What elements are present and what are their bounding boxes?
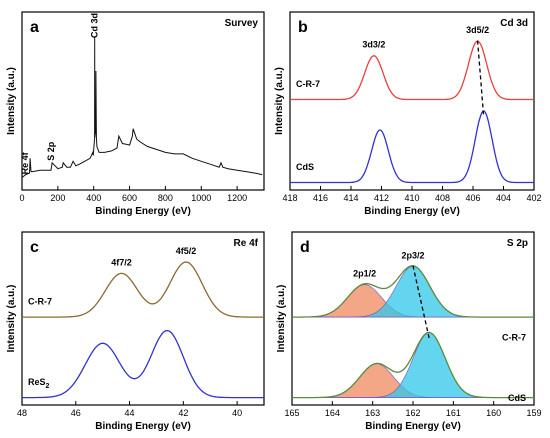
- series-label: CdS: [296, 162, 314, 172]
- series-label: C-R-7: [296, 79, 320, 89]
- series-label: C-R-7: [502, 333, 526, 343]
- panel-title: Cd 3d: [500, 18, 528, 29]
- panel-d: 165 164 163 162 161 160 159 Binding Energy (eV)…: [276, 231, 542, 432]
- panel-a: 0 200 400 600 800 1000 1200 Binding Energy (eV)…: [6, 11, 265, 217]
- panel-letter: d: [300, 239, 310, 256]
- panel-title: Re 4f: [234, 238, 259, 249]
- peak-label: 3d5/2: [466, 25, 489, 35]
- panel-b: 418 416 414 412 410 408 406 404 402 Binding Energ…: [274, 11, 542, 217]
- plot-frame: [21, 231, 265, 406]
- panel-letter: b: [298, 19, 308, 36]
- y-axis-label: Intensity (a.u.): [6, 285, 17, 353]
- series-line-1: [290, 40, 534, 101]
- x-tick-label: 0: [19, 193, 24, 203]
- x-axis-label: Binding Energy (eV): [95, 421, 191, 432]
- component-peak-2: [292, 265, 534, 318]
- series-line-1: [22, 261, 264, 318]
- x-tick-label: 402: [526, 193, 541, 203]
- peak-label-s2p: S 2p: [46, 141, 56, 161]
- x-tick-label: 418: [282, 193, 297, 203]
- panel-letter: a: [30, 19, 39, 36]
- shift-guide-line: [476, 40, 485, 117]
- x-tick-label: 404: [496, 193, 511, 203]
- x-tick-label: 161: [446, 408, 461, 418]
- peak-label-cd3d: Cd 3d: [90, 13, 100, 38]
- y-axis-label: Intensity (a.u.): [276, 285, 287, 353]
- peak-label: 2p3/2: [401, 250, 424, 260]
- y-axis-label: Intensity (a.u.): [274, 67, 285, 135]
- series-label: C-R-7: [28, 297, 52, 307]
- component-peak-2: [292, 332, 534, 398]
- panel-title: S 2p: [507, 238, 528, 249]
- x-axis-label: Binding Energy (eV): [95, 206, 191, 217]
- series-line-2: [292, 331, 534, 399]
- x-tick-label: 48: [17, 408, 27, 418]
- panel-title: Survey: [225, 18, 259, 29]
- series-line-2: [22, 329, 264, 399]
- series-label: CdS: [508, 393, 526, 403]
- x-tick-label: 416: [313, 193, 328, 203]
- x-tick-label: 1000: [191, 193, 211, 203]
- x-tick-label: 600: [122, 193, 137, 203]
- peak-label: 4f7/2: [111, 257, 132, 267]
- x-tick-label: 165: [284, 408, 299, 418]
- plot-frame: [21, 11, 265, 191]
- x-tick-label: 162: [405, 408, 420, 418]
- x-tick-label: 800: [158, 193, 173, 203]
- x-axis-label: Binding Energy (eV): [365, 421, 461, 432]
- x-tick-label: 159: [526, 408, 541, 418]
- panel-letter: c: [30, 239, 39, 256]
- x-tick-label: 1200: [227, 193, 247, 203]
- x-tick-label: 46: [71, 408, 81, 418]
- peak-label: 4f5/2: [176, 246, 197, 256]
- x-tick-label: 44: [125, 408, 135, 418]
- peak-label: 2p1/2: [353, 269, 376, 279]
- y-axis-label: Intensity (a.u.): [6, 67, 17, 135]
- x-axis-label: Binding Energy (eV): [364, 206, 460, 217]
- x-tick-label: 408: [435, 193, 450, 203]
- x-tick-label: 164: [325, 408, 340, 418]
- x-tick-label: 412: [374, 193, 389, 203]
- peak-label-re4f: Re 4f: [20, 151, 30, 174]
- x-tick-label: 200: [50, 193, 65, 203]
- x-tick-label: 410: [404, 193, 419, 203]
- x-tick-label: 42: [178, 408, 188, 418]
- x-tick-label: 163: [365, 408, 380, 418]
- x-tick-label: 406: [465, 193, 480, 203]
- peak-label: 3d3/2: [362, 40, 385, 50]
- x-tick-label: 40: [232, 408, 242, 418]
- series-label: ReS2: [28, 377, 50, 390]
- panel-c: 48 46 44 42 40 Binding Energy (eV) Intensity (…: [6, 231, 265, 432]
- series-line-2: [290, 110, 534, 184]
- x-tick-label: 160: [486, 408, 501, 418]
- survey-line: [22, 36, 263, 178]
- shift-guide-line: [412, 265, 430, 339]
- x-tick-label: 414: [343, 193, 358, 203]
- x-tick-label: 400: [86, 193, 101, 203]
